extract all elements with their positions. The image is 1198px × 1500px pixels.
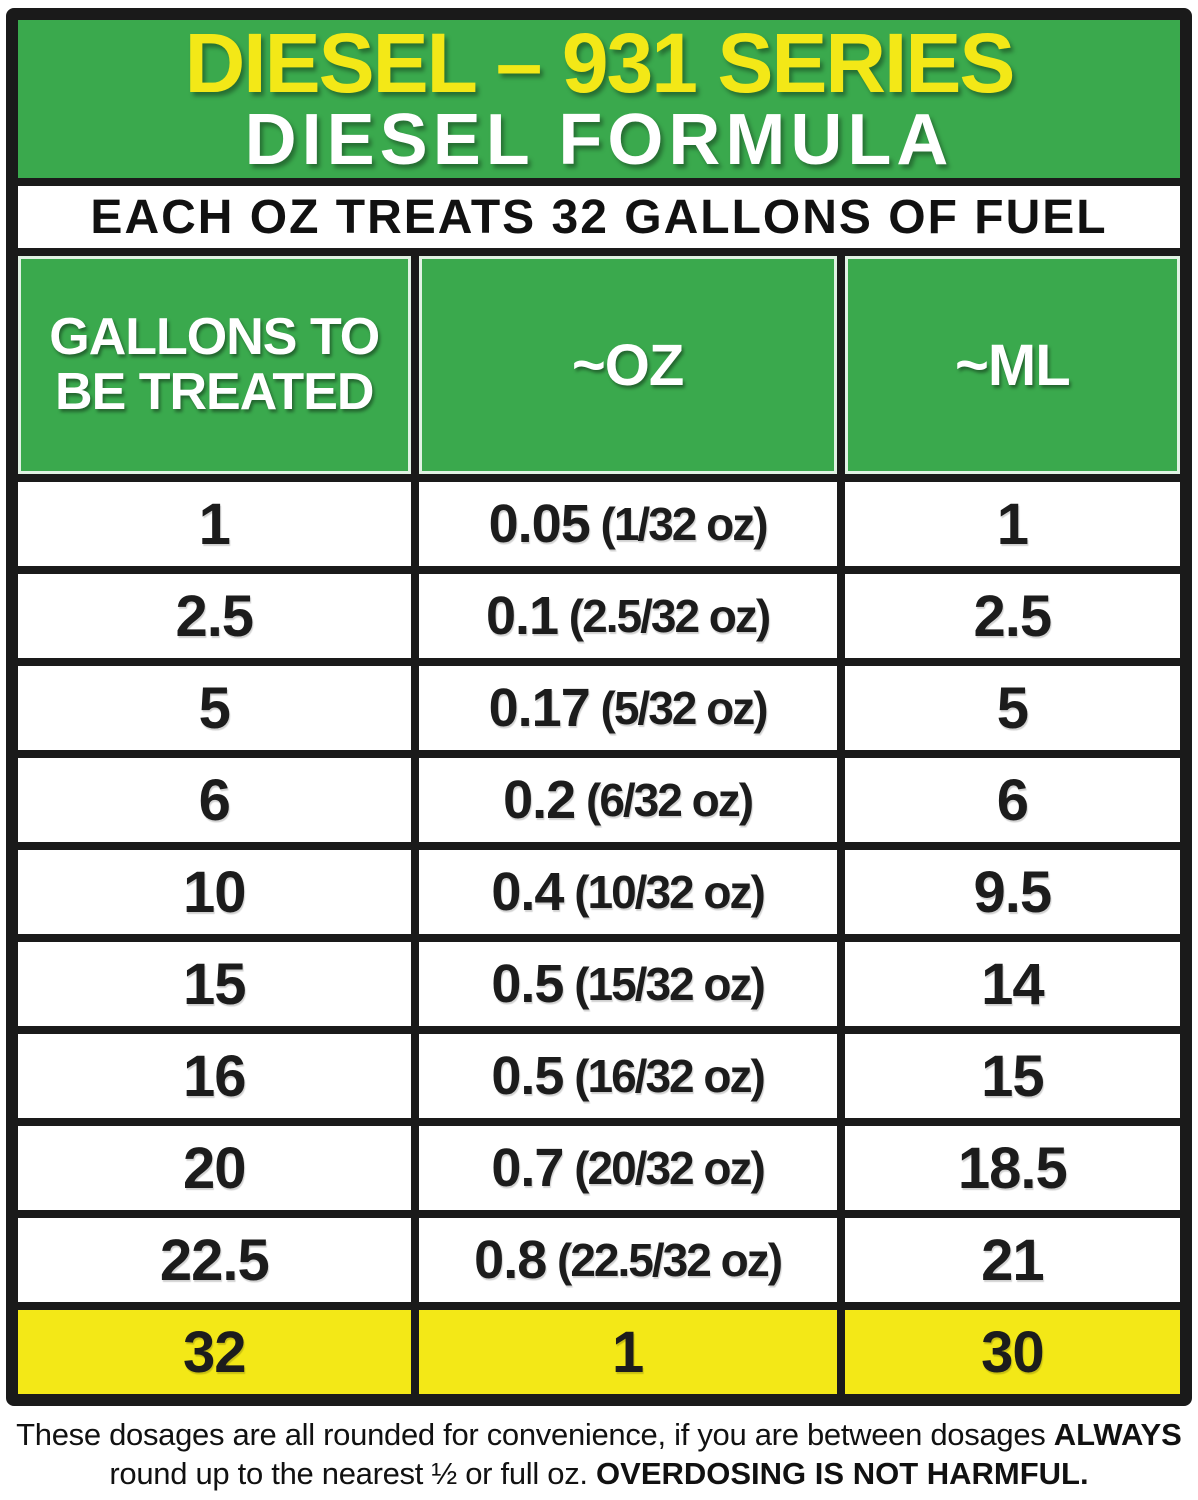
- ml-cell: 6: [844, 758, 1180, 842]
- oz-cell: 0.8 (22.5/32 oz): [418, 1218, 837, 1302]
- oz-value: 0.7: [491, 1138, 564, 1198]
- footnote-segment: These dosages are all rounded for conven…: [16, 1417, 1054, 1452]
- total-ml-cell: 30: [844, 1310, 1180, 1394]
- gallons-cell: 6: [18, 758, 411, 842]
- oz-fraction-note: (10/32 oz): [563, 866, 766, 918]
- treatment-banner-text: EACH OZ TREATS 32 GALLONS OF FUEL: [90, 190, 1108, 244]
- gallons-cell: 1: [18, 482, 411, 566]
- column-header-label: ~ML: [955, 332, 1071, 398]
- gallons-cell: 22.5: [18, 1218, 411, 1302]
- gallons-cell: 16: [18, 1034, 411, 1118]
- ml-cell: 21: [844, 1218, 1180, 1302]
- ml-cell: 18.5: [844, 1126, 1180, 1210]
- oz-fraction-note: (2.5/32 oz): [558, 590, 771, 642]
- ml-cell: 1: [844, 482, 1180, 566]
- ml-cell: 15: [844, 1034, 1180, 1118]
- oz-cell: 0.4 (10/32 oz): [418, 850, 837, 934]
- total-gallons-cell: 32: [18, 1310, 411, 1394]
- footnote-segment: ALWAYS: [1053, 1417, 1182, 1452]
- column-header-label: GALLONS TO BE TREATED: [49, 308, 380, 421]
- total-oz-cell: 1: [418, 1310, 837, 1394]
- oz-cell: 0.7 (20/32 oz): [418, 1126, 837, 1210]
- oz-value: 0.5: [491, 954, 564, 1014]
- oz-value: 0.17: [488, 678, 591, 738]
- ml-cell: 2.5: [844, 574, 1180, 658]
- title-formula: DIESEL FORMULA: [244, 99, 954, 180]
- oz-value: 0.05: [488, 494, 591, 554]
- gallons-cell: 5: [18, 666, 411, 750]
- oz-cell: 0.5 (16/32 oz): [418, 1034, 837, 1118]
- oz-value: 0.2: [503, 770, 576, 830]
- title-series: DIESEL – 931 SERIES: [184, 15, 1016, 110]
- column-header-label: ~OZ: [571, 332, 684, 398]
- ml-cell: 14: [844, 942, 1180, 1026]
- oz-cell: 0.05 (1/32 oz): [418, 482, 837, 566]
- oz-cell: 0.5 (15/32 oz): [418, 942, 837, 1026]
- column-header-gallons: GALLONS TO BE TREATED: [18, 256, 411, 474]
- footnote-segment: round up to the nearest ½ or full oz.: [109, 1455, 588, 1491]
- footnote-segment: OVERDOSING IS NOT HARMFUL.: [596, 1455, 1089, 1491]
- oz-fraction-note: (22.5/32 oz): [546, 1234, 783, 1286]
- gallons-cell: 20: [18, 1126, 411, 1210]
- column-header-oz: ~OZ: [418, 256, 837, 474]
- oz-fraction-note: (16/32 oz): [563, 1050, 766, 1102]
- column-header-ml: ~ML: [844, 256, 1180, 474]
- oz-cell: 0.1 (2.5/32 oz): [418, 574, 837, 658]
- gallons-cell: 2.5: [18, 574, 411, 658]
- gallons-cell: 10: [18, 850, 411, 934]
- oz-value: 0.1: [485, 586, 559, 646]
- oz-value: 0.5: [491, 1046, 564, 1106]
- oz-cell: 0.2 (6/32 oz): [418, 758, 837, 842]
- oz-cell: 0.17 (5/32 oz): [418, 666, 837, 750]
- oz-fraction-note: (15/32 oz): [563, 958, 766, 1010]
- oz-fraction-note: (20/32 oz): [563, 1142, 766, 1194]
- gallons-cell: 15: [18, 942, 411, 1026]
- oz-fraction-note: (1/32 oz): [589, 498, 769, 550]
- oz-fraction-note: (5/32 oz): [589, 682, 769, 734]
- treatment-banner: EACH OZ TREATS 32 GALLONS OF FUEL: [18, 186, 1180, 248]
- title-panel: DIESEL – 931 SERIES DIESEL FORMULA: [18, 20, 1180, 178]
- oz-fraction-note: (6/32 oz): [575, 774, 754, 826]
- ml-cell: 5: [844, 666, 1180, 750]
- dosage-board: DIESEL – 931 SERIES DIESEL FORMULA EACH …: [6, 8, 1192, 1406]
- footnote: These dosages are all rounded for conven…: [6, 1416, 1192, 1494]
- oz-value: 0.8: [474, 1230, 547, 1290]
- ml-cell: 9.5: [844, 850, 1180, 934]
- dosage-table: GALLONS TO BE TREATED ~OZ ~ML 1 0.05 (1/32 o…: [18, 256, 1180, 1394]
- oz-value: 0.4: [491, 862, 564, 922]
